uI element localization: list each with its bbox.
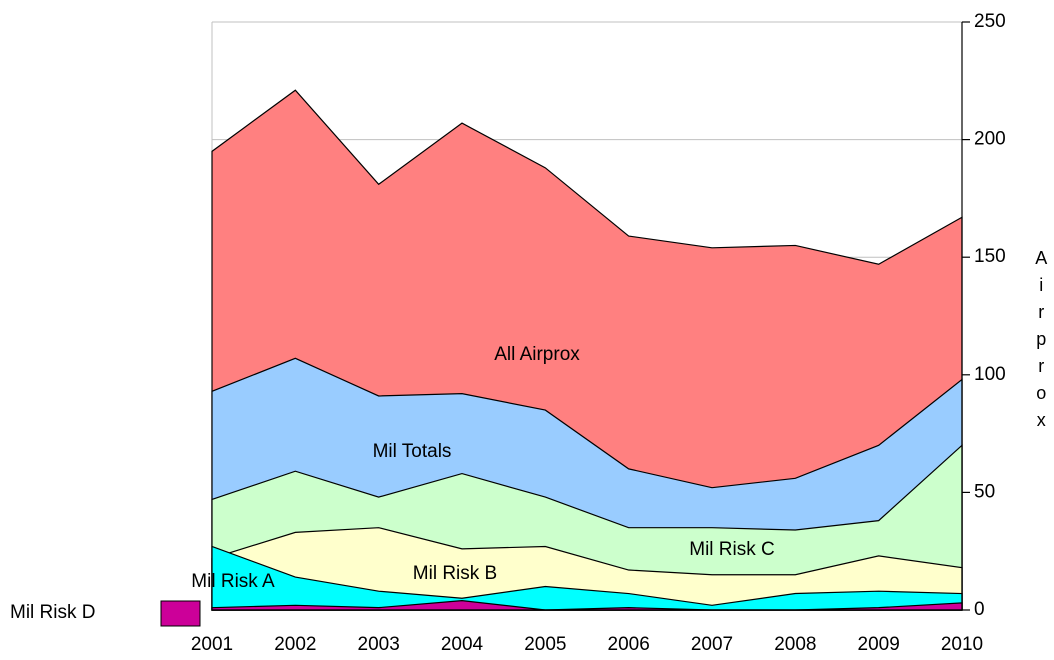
legend-swatch: [160, 600, 201, 627]
x-tick-label: 2005: [524, 634, 566, 655]
x-tick-label: 2009: [858, 634, 900, 655]
y-axis-label: Airprox: [1031, 248, 1051, 437]
series-label: Mil Risk B: [413, 563, 497, 584]
x-tick-label: 2010: [941, 634, 983, 655]
y-tick-label: 250: [974, 11, 1006, 32]
series-label: All Airprox: [494, 344, 580, 365]
series-label: Mil Risk A: [191, 571, 275, 592]
y-tick-label: 150: [974, 246, 1006, 267]
y-tick-label: 50: [974, 481, 995, 502]
x-tick-label: 2008: [774, 634, 816, 655]
x-tick-label: 2001: [191, 634, 233, 655]
series-label: Mil Totals: [373, 441, 452, 462]
series-label: Mil Risk C: [689, 539, 775, 560]
legend-label: Mil Risk D: [10, 602, 96, 623]
x-tick-label: 2002: [274, 634, 316, 655]
x-tick-label: 2007: [691, 634, 733, 655]
x-tick-label: 2003: [358, 634, 400, 655]
y-tick-label: 200: [974, 129, 1006, 150]
x-tick-label: 2006: [608, 634, 650, 655]
y-tick-label: 0: [974, 599, 985, 620]
x-tick-label: 2004: [441, 634, 484, 655]
y-tick-label: 100: [974, 364, 1006, 385]
